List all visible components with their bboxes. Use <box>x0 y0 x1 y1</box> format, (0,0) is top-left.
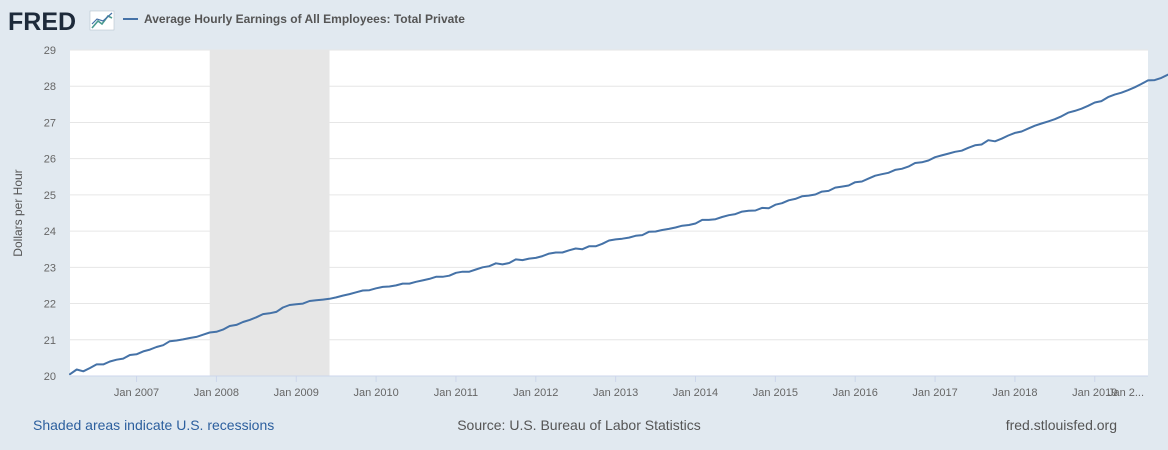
x-tick-label: Jan 2011 <box>434 387 478 399</box>
y-tick-label: 29 <box>44 45 56 57</box>
x-tick-label: Jan 2019 <box>1072 387 1117 399</box>
x-tick-label: Jan 2009 <box>274 387 319 399</box>
x-tick-label: Jan 2012 <box>513 387 558 399</box>
x-tick-label: Jan 2015 <box>753 387 798 399</box>
x-tick-label: Jan 2007 <box>114 387 159 399</box>
y-tick-label: 22 <box>44 299 56 311</box>
site-link[interactable]: fred.stlouisfed.org <box>1006 417 1117 433</box>
gridlines <box>70 49 1148 341</box>
x-axis-ticks: Jan 2007 Jan 2008 Jan 2009 Jan 2010 Jan 2011… <box>114 376 1144 399</box>
y-tick-label: 27 <box>44 117 56 129</box>
x-tick-label: Jan 2008 <box>194 387 239 399</box>
y-axis-label: Dollars per Hour <box>11 169 25 256</box>
y-tick-label: 21 <box>44 335 56 347</box>
x-tick-label: Jan 2010 <box>353 387 398 399</box>
series-line <box>69 73 1168 376</box>
x-tick-label: Jan 2... <box>1108 387 1144 399</box>
source-text: Source: U.S. Bureau of Labor Statistics <box>457 417 701 433</box>
legend: Average Hourly Earnings of All Employees… <box>123 12 465 26</box>
recession-layer <box>209 50 330 376</box>
y-tick-label: 26 <box>44 154 56 166</box>
x-tick-label: Jan 2014 <box>673 387 718 399</box>
fred-logo-text: FRED <box>8 8 76 36</box>
x-tick-label: Jan 2018 <box>992 387 1037 399</box>
series-layer <box>69 73 1168 376</box>
y-tick-label: 20 <box>44 371 56 383</box>
y-tick-label: 24 <box>44 226 56 238</box>
y-tick-label: 25 <box>44 190 56 202</box>
line-chart-icon <box>89 10 115 31</box>
recession-note-link[interactable]: Shaded areas indicate U.S. recessions <box>33 417 274 433</box>
y-axis-ticks: 20 21 22 23 24 25 26 27 28 29 <box>44 45 56 383</box>
x-tick-label: Jan 2017 <box>912 387 957 399</box>
recession-shade <box>209 50 330 376</box>
y-tick-label: 28 <box>44 81 56 93</box>
x-tick-label: Jan 2013 <box>593 387 638 399</box>
x-tick-label: Jan 2016 <box>833 387 878 399</box>
fred-logo[interactable]: FRED <box>8 8 115 36</box>
y-tick-label: 23 <box>44 262 56 274</box>
legend-entry: Average Hourly Earnings of All Employees… <box>144 12 465 26</box>
